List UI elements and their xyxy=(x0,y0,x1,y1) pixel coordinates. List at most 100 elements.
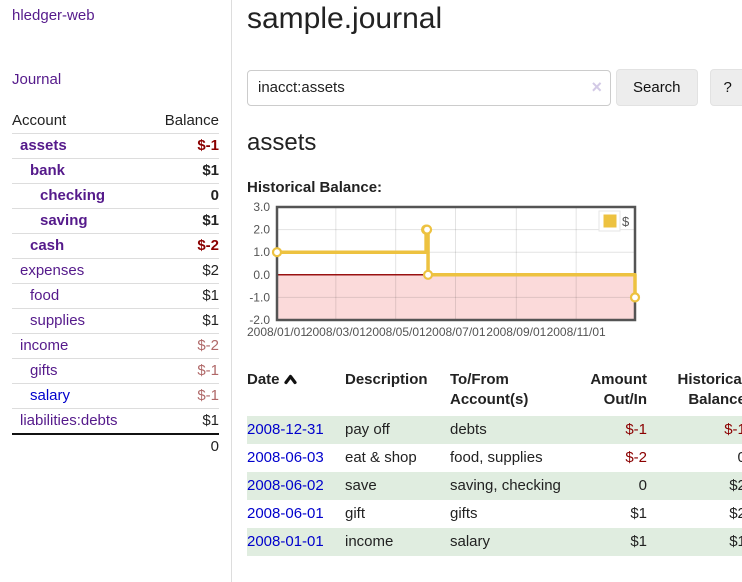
clear-search-icon[interactable]: × xyxy=(591,76,602,97)
account-balance: $-1 xyxy=(197,362,219,379)
account-link-checking[interactable]: checking xyxy=(40,187,106,204)
account-balance: $-1 xyxy=(197,387,219,404)
transaction-date-link[interactable]: 2008-12-31 xyxy=(247,421,324,438)
accounts-header-account: Account xyxy=(12,112,67,129)
transaction-date-link[interactable]: 2008-06-01 xyxy=(247,505,324,522)
transaction-amount: $1 xyxy=(630,533,647,550)
search-button[interactable]: Search xyxy=(616,69,698,106)
register-row: 2008-06-03 eat & shop food, supplies $-2… xyxy=(247,444,742,472)
register-header-row: Date Description To/From Account(s) Amou… xyxy=(247,368,742,416)
register-header-description: Description xyxy=(345,371,428,388)
register-row: 2008-12-31 pay off debts $-1 $-1 xyxy=(247,416,742,444)
transaction-amount: $1 xyxy=(630,505,647,522)
accounts-header-balance: Balance xyxy=(164,112,219,129)
svg-text:3.0: 3.0 xyxy=(253,200,270,214)
transaction-description: pay off xyxy=(345,421,390,438)
account-balance: 0 xyxy=(210,187,219,204)
account-link-bank[interactable]: bank xyxy=(30,162,66,179)
account-link-liabilities-debts[interactable]: liabilities:debts xyxy=(20,412,118,429)
account-balance: $1 xyxy=(202,287,219,304)
transaction-description: income xyxy=(345,533,394,550)
account-link-cash[interactable]: cash xyxy=(30,237,65,254)
svg-text:2008/11/01: 2008/11/01 xyxy=(547,325,606,339)
account-row-food: food $1 xyxy=(12,283,219,309)
transaction-accounts: saving, checking xyxy=(450,477,561,494)
account-row-liabilities-debts: liabilities:debts $1 xyxy=(12,408,219,435)
register-header-date[interactable]: Date xyxy=(247,368,345,416)
transaction-date-link[interactable]: 2008-06-02 xyxy=(247,477,324,494)
account-row-salary: salary $-1 xyxy=(12,383,219,409)
account-row-income: income $-2 xyxy=(12,333,219,359)
transaction-balance: $-1 xyxy=(724,421,742,438)
transaction-date-link[interactable]: 2008-06-03 xyxy=(247,449,324,466)
transaction-balance: $1 xyxy=(729,533,742,550)
sidebar: hledger-web Journal Account Balance asse… xyxy=(0,0,232,582)
page-title: sample.journal xyxy=(247,2,443,35)
account-row-bank: bank $1 xyxy=(12,158,219,184)
svg-text:2008/07/01: 2008/07/01 xyxy=(425,325,485,339)
help-button[interactable]: ? xyxy=(709,69,742,106)
svg-text:0.0: 0.0 xyxy=(253,268,270,282)
search-input[interactable] xyxy=(247,69,611,106)
account-link-assets[interactable]: assets xyxy=(20,137,67,154)
transaction-date-link[interactable]: 2008-01-01 xyxy=(247,533,324,550)
account-link-income[interactable]: income xyxy=(20,337,69,354)
register-table: Date Description To/From Account(s) Amou… xyxy=(247,368,742,556)
transaction-description: save xyxy=(345,477,377,494)
account-heading: assets xyxy=(247,129,317,156)
transaction-accounts: salary xyxy=(450,533,491,550)
account-balance: $1 xyxy=(202,412,219,429)
accounts-table: Account Balance assets $-1 bank $1 check… xyxy=(12,109,219,459)
transaction-amount: 0 xyxy=(638,477,647,494)
transaction-balance: $2 xyxy=(729,505,742,522)
svg-text:$: $ xyxy=(622,214,630,229)
svg-text:2.0: 2.0 xyxy=(253,223,270,237)
search-input-wrap: × xyxy=(247,69,611,106)
svg-text:2008/03/01: 2008/03/01 xyxy=(306,325,366,339)
transaction-description: gift xyxy=(345,505,366,522)
account-row-supplies: supplies $1 xyxy=(12,308,219,334)
account-link-gifts[interactable]: gifts xyxy=(30,362,58,379)
svg-text:2008/09/01: 2008/09/01 xyxy=(486,325,546,339)
svg-text:2008/05/01: 2008/05/01 xyxy=(366,325,426,339)
account-row-expenses: expenses $2 xyxy=(12,258,219,284)
account-link-food[interactable]: food xyxy=(30,287,60,304)
accounts-total-value: 0 xyxy=(210,438,219,455)
transaction-balance: 0 xyxy=(737,449,742,466)
account-link-expenses[interactable]: expenses xyxy=(20,262,85,279)
register-header-balance: Historical Balance xyxy=(677,371,742,408)
account-row-saving: saving $1 xyxy=(12,208,219,234)
account-balance: $1 xyxy=(202,212,219,229)
app-title-link[interactable]: hledger-web xyxy=(12,7,95,24)
account-link-salary[interactable]: salary xyxy=(30,387,71,404)
register-row: 2008-06-02 save saving, checking 0 $2 xyxy=(247,472,742,500)
register-row: 2008-01-01 income salary $1 $1 xyxy=(247,528,742,556)
account-link-supplies[interactable]: supplies xyxy=(30,312,86,329)
transaction-accounts: food, supplies xyxy=(450,449,543,466)
transaction-accounts: debts xyxy=(450,421,487,438)
chart-label: Historical Balance: xyxy=(247,179,383,196)
sidebar-item-journal[interactable]: Journal xyxy=(12,71,62,88)
svg-text:1.0: 1.0 xyxy=(253,245,270,259)
register-header-accounts: To/From Account(s) xyxy=(450,371,529,408)
account-link-saving[interactable]: saving xyxy=(40,212,88,229)
account-balance: $-1 xyxy=(197,137,219,154)
svg-text:-2.0: -2.0 xyxy=(249,313,270,327)
svg-text:-1.0: -1.0 xyxy=(249,290,270,304)
main-content: sample.journal × Search ? assets Histori… xyxy=(232,0,742,582)
chart-container: 2008/01/01 2008/03/01 2008/05/01 2008/07/01… xyxy=(247,200,641,346)
account-row-checking: checking 0 xyxy=(12,183,219,209)
account-row-gifts: gifts $-1 xyxy=(12,358,219,384)
account-balance: $1 xyxy=(202,312,219,329)
register-header-amount: Amount Out/In xyxy=(590,371,647,408)
transaction-accounts: gifts xyxy=(450,505,478,522)
transaction-balance: $2 xyxy=(729,477,742,494)
accounts-total-row: 0 xyxy=(12,434,219,459)
sort-ascending-icon xyxy=(283,374,297,385)
account-row-assets: assets $-1 xyxy=(12,133,219,159)
transaction-amount: $-2 xyxy=(625,449,647,466)
account-balance: $1 xyxy=(202,162,219,179)
accounts-header-row: Account Balance xyxy=(12,109,219,134)
transaction-amount: $-1 xyxy=(625,421,647,438)
